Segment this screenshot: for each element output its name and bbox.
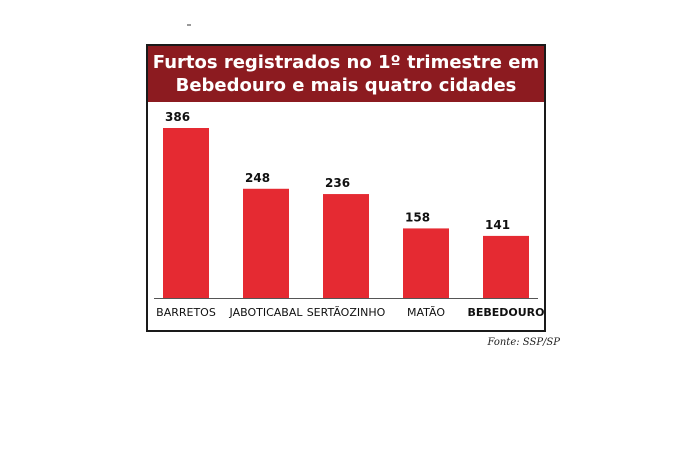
chart-frame: Furtos registrados no 1º trimestre em Be… <box>146 44 546 332</box>
bar-barretos <box>163 128 209 298</box>
chart-title-bar: Furtos registrados no 1º trimestre em Be… <box>148 46 544 102</box>
chart-source: Fonte: SSP/SP <box>487 337 560 348</box>
bar-jaboticabal <box>243 188 289 298</box>
value-label-bebedouro: 141 <box>485 218 510 232</box>
category-label-barretos: BARRETOS <box>156 306 216 319</box>
category-label-sertãozinho: SERTÃOZINHO <box>307 306 386 319</box>
chart-title-line-2: Bebedouro e mais quatro cidades <box>175 75 517 96</box>
value-label-jaboticabal: 248 <box>245 171 270 185</box>
chart-title-line-1: Furtos registrados no 1º trimestre em <box>152 52 540 73</box>
category-label-bebedouro: BEBEDOURO <box>467 306 544 319</box>
bar-sertãozinho <box>323 194 369 298</box>
bar-chart-plot: 386 BARRETOS 248 JABOTICABAL 236 SERTÃOZINHO 1… <box>154 110 544 319</box>
bar-matão <box>403 228 449 298</box>
bar-bebedouro <box>483 235 529 298</box>
value-label-sertãozinho: 236 <box>325 176 350 190</box>
value-label-matão: 158 <box>405 210 430 224</box>
value-label-barretos: 386 <box>165 110 190 124</box>
category-label-matão: MATÃO <box>407 306 445 319</box>
category-label-jaboticabal: JABOTICABAL <box>229 306 304 319</box>
decorative-mark <box>187 24 191 26</box>
